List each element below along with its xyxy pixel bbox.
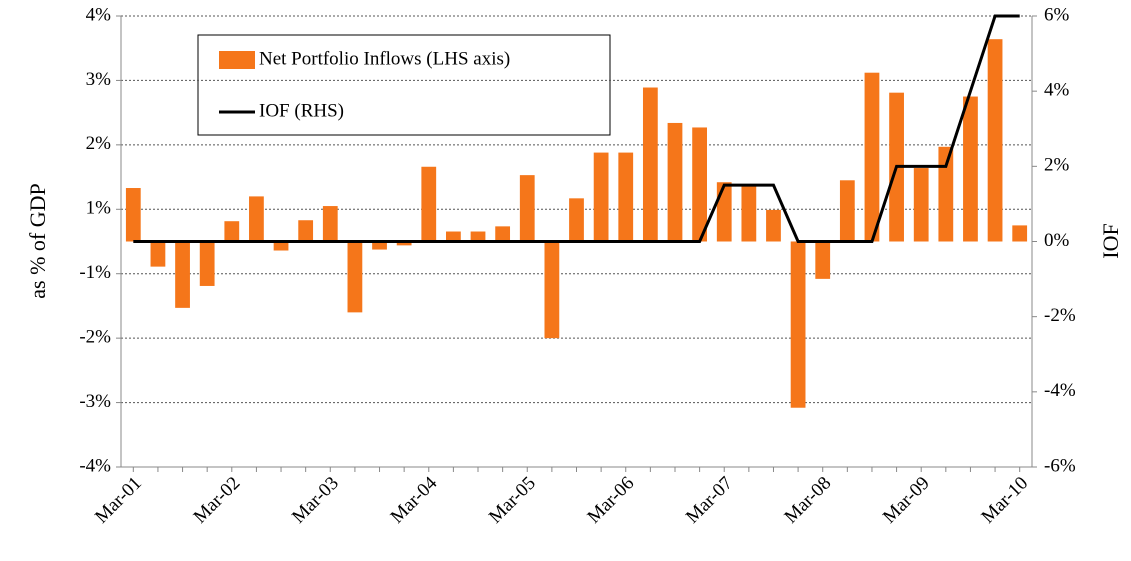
- y2-tick-label: 2%: [1044, 155, 1070, 176]
- bar: [544, 241, 560, 339]
- bar: [519, 175, 535, 242]
- bar: [150, 241, 166, 267]
- bar: [790, 241, 806, 408]
- x-tick-label: Mar-05: [485, 473, 540, 528]
- x-tick-label: Mar-01: [91, 473, 146, 528]
- y-tick-label: -1%: [79, 262, 111, 283]
- bar: [175, 241, 190, 308]
- bar: [963, 96, 978, 242]
- x-tick-label: Mar-02: [190, 473, 245, 528]
- y2-tick-label: 6%: [1044, 4, 1070, 25]
- bar: [421, 166, 437, 242]
- legend-swatch: [219, 51, 255, 69]
- x-tick-label: Mar-04: [387, 472, 442, 527]
- bar: [446, 231, 461, 242]
- y2-tick-label: -2%: [1044, 305, 1076, 326]
- bar: [125, 188, 141, 242]
- y2-tick-label: -6%: [1044, 455, 1076, 476]
- bar: [593, 152, 609, 242]
- bar: [766, 209, 781, 242]
- bar: [913, 168, 929, 242]
- bar: [322, 206, 338, 242]
- bar: [273, 241, 289, 251]
- bar: [839, 180, 855, 242]
- y-tick-label: 4%: [86, 4, 112, 25]
- x-tick-label: Mar-10: [977, 473, 1032, 528]
- bar: [642, 87, 658, 242]
- bar: [347, 241, 363, 313]
- y-tick-label: -3%: [79, 391, 111, 412]
- y-tick-label: 1%: [86, 198, 112, 219]
- legend-label: Net Portfolio Inflows (LHS axis): [259, 48, 510, 69]
- bar: [987, 39, 1003, 242]
- y2-tick-label: 4%: [1044, 80, 1070, 101]
- bar: [495, 226, 511, 242]
- bar: [372, 241, 387, 250]
- y-tick-label: -4%: [79, 455, 111, 476]
- bar: [396, 241, 412, 246]
- bar: [618, 152, 634, 242]
- y2-axis-title: IOF: [1098, 223, 1123, 258]
- legend-box: [197, 34, 611, 136]
- y-tick-label: 3%: [86, 69, 112, 90]
- x-tick-label: Mar-08: [780, 473, 835, 528]
- y2-tick-label: -4%: [1044, 380, 1076, 401]
- bar: [199, 241, 215, 286]
- y-axis-title: as % of GDP: [25, 183, 50, 299]
- bar: [692, 127, 707, 242]
- bar: [716, 182, 732, 242]
- y-tick-label: -2%: [79, 327, 111, 348]
- y2-tick-label: 0%: [1044, 230, 1070, 251]
- line: [133, 14, 1020, 243]
- x-tick-label: Mar-06: [583, 473, 638, 528]
- x-tick-label: Mar-09: [879, 473, 934, 528]
- legend-label: IOF (RHS): [259, 100, 344, 121]
- bar: [864, 72, 880, 242]
- x-tick-label: Mar-03: [288, 473, 343, 528]
- bar: [815, 241, 831, 279]
- bar: [741, 186, 757, 242]
- y-tick-label: 2%: [86, 133, 112, 154]
- bar: [298, 220, 314, 242]
- x-tick-label: Mar-07: [682, 473, 737, 528]
- bar: [470, 231, 486, 242]
- bar: [938, 146, 954, 242]
- bar: [667, 122, 683, 242]
- bar: [1012, 225, 1028, 242]
- bar: [249, 196, 264, 242]
- bar: [224, 221, 240, 242]
- bar: [569, 198, 584, 242]
